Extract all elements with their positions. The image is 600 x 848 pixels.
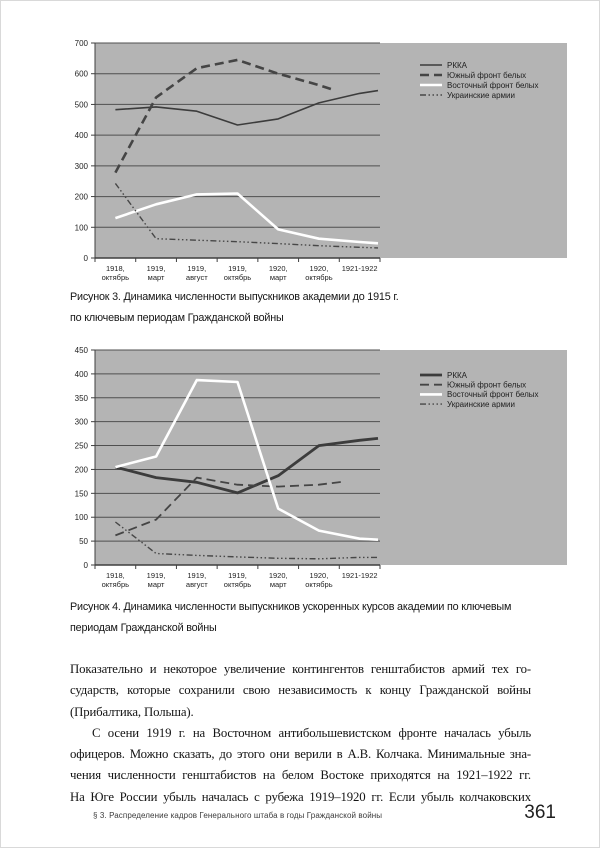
series-line [114, 58, 335, 174]
series-line [114, 182, 379, 249]
y-tick-label: 450 [75, 346, 89, 355]
series-line [115, 476, 342, 537]
y-tick-label: 300 [75, 162, 89, 171]
chart-background [95, 350, 567, 565]
y-tick-label: 600 [75, 70, 89, 79]
y-tick-label: 700 [75, 39, 89, 48]
x-category-label: 1920, октябрь [305, 264, 332, 282]
page-number: 361 [524, 802, 556, 823]
body-text: Показательно и некоторое увеличение конт… [70, 659, 531, 808]
paragraph-2-line-3: чения численности генштабистов на белом … [70, 768, 531, 783]
figure-3-caption-line-1: Рисунок 3. Динамика численности выпускни… [70, 291, 399, 303]
footer-section-title: § 3. Распределение кадров Генерального ш… [93, 811, 383, 820]
series-line [114, 521, 378, 560]
legend-label: РККА [447, 61, 468, 70]
y-tick-label: 400 [75, 131, 89, 140]
figure-3-caption-line-2: по ключевым периодам Гражданской войны [70, 312, 284, 324]
y-tick-label: 100 [75, 223, 89, 232]
legend-label: Южный фронт белых [447, 71, 526, 80]
paragraph-2-line-2: офицеров. Можно сказать, до этого они ве… [70, 747, 531, 762]
figure-4-caption-line-2: периодам Гражданской войны [70, 622, 217, 634]
figure-4-caption: Рисунок 4. Динамика численности выпускни… [70, 597, 550, 639]
x-category-label: 1918, октябрь [102, 264, 129, 282]
y-tick-label: 150 [75, 489, 89, 498]
x-category-label: 1920, март [269, 264, 288, 282]
paragraph-2-line-4: На Юге России убыль началась с рубежа 19… [70, 789, 531, 804]
y-tick-label: 200 [75, 465, 89, 474]
y-tick-label: 350 [75, 394, 89, 403]
y-tick-label: 400 [75, 370, 89, 379]
y-tick-label: 200 [75, 193, 89, 202]
legend-label: Южный фронт белых [447, 381, 526, 390]
x-category-label: 1919, март [147, 264, 166, 282]
figure-4-caption-line-1: Рисунок 4. Динамика численности выпускни… [70, 601, 512, 613]
paragraph-2-line-1: С осени 1919 г. на Восточном антибольшев… [92, 725, 531, 740]
y-tick-label: 250 [75, 442, 89, 451]
paragraph-1-line-2: сударств, которые сохранили свою независ… [70, 683, 531, 698]
x-category-label: 1920, октябрь [305, 571, 332, 589]
x-category-label: 1919, март [147, 571, 166, 589]
y-tick-label: 100 [75, 513, 89, 522]
legend-label: Восточный фронт белых [447, 390, 539, 399]
figure-3-caption: Рисунок 3. Динамика численности выпускни… [70, 287, 550, 329]
y-tick-label: 0 [84, 561, 89, 570]
series-line [115, 89, 379, 126]
series-line [115, 437, 379, 495]
figure-chart-svg: 0 50 100 150 200 250 300 350 400 450 1918, октябрь 1… [75, 346, 567, 589]
y-tick-label: 0 [84, 254, 89, 263]
figure-3-chart: 0 100 200 300 400 500 600 700 1918, октябрь 1919, м… [0, 37, 600, 287]
x-category-label: 1919, октябрь [224, 264, 251, 282]
y-tick-label: 50 [79, 537, 88, 546]
x-category-label: 1920, март [269, 571, 288, 589]
legend-label: Восточный фронт белых [447, 81, 539, 90]
x-category-label: 1921-1922 [342, 571, 378, 580]
x-category-label: 1919, август [186, 571, 208, 589]
y-tick-label: 500 [75, 100, 89, 109]
x-category-label: 1918, октябрь [102, 571, 129, 589]
legend-label: Украинские армии [447, 400, 515, 409]
figure-chart-svg: 0 100 200 300 400 500 600 700 1918, октябрь 1919, м… [75, 39, 567, 282]
y-tick-label: 300 [75, 418, 89, 427]
x-category-label: 1919, август [186, 264, 208, 282]
paragraph-1-line-3: (Прибалтика, Польша). [70, 704, 194, 719]
figure-4-chart: 0 50 100 150 200 250 300 350 400 450 1918, октябрь 1… [0, 344, 600, 594]
x-category-label: 1919, октябрь [224, 571, 251, 589]
legend-label: Украинские армии [447, 91, 515, 100]
paragraph-1-line-1: Показательно и некоторое увеличение конт… [70, 662, 531, 676]
legend-label: РККА [447, 371, 468, 380]
series-line [114, 192, 379, 245]
series-line [115, 378, 379, 541]
chart-background [95, 43, 567, 258]
x-category-label: 1921-1922 [342, 264, 378, 273]
